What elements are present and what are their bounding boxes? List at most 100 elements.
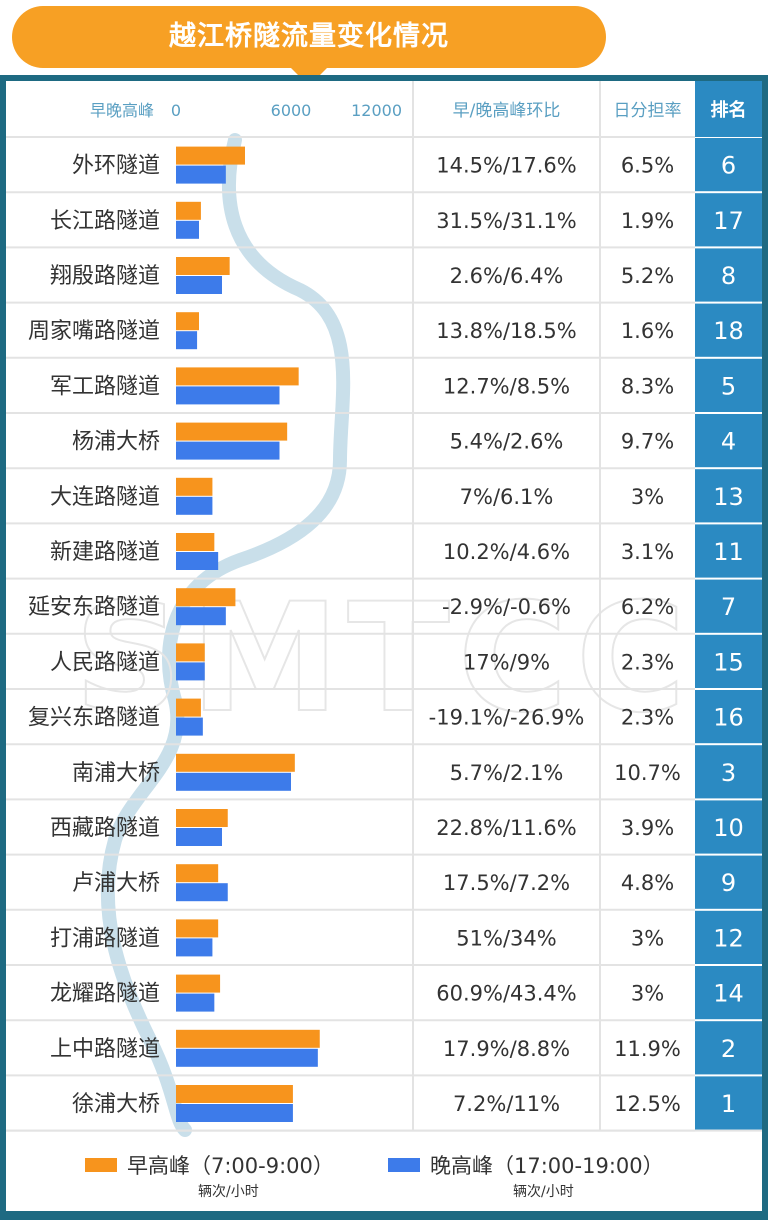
ratio-value: 17.9%/8.8% [443,1037,570,1061]
header-rank: 排名 [711,99,747,121]
rank-value: 15 [713,648,744,676]
rank-cell [695,1076,762,1130]
bar-evening [176,717,203,736]
header-bars: 早晚高峰 [90,101,154,120]
rank-value: 4 [721,428,736,456]
share-value: 1.6% [621,319,674,343]
legend-evening-unit: 辆次/小时 [513,1184,574,1200]
category-label: 杨浦大桥 [72,430,160,455]
bar-evening [176,883,228,902]
category-label: 徐浦大桥 [72,1092,160,1117]
category-label: 军工路隧道 [50,374,160,399]
ratio-value: 7.2%/11% [453,1092,560,1116]
bar-morning [176,201,201,220]
share-value: 4.8% [621,871,674,895]
share-value: 3% [631,926,664,950]
bar-morning [176,257,230,275]
rank-value: 14 [713,980,744,1008]
page-title: 越江桥隧流量变化情况 [12,6,606,68]
rank-cell [695,800,762,854]
share-value: 10.7% [614,761,681,785]
bar-evening [176,993,215,1012]
rank-value: 8 [721,262,736,290]
rank-value: 7 [721,593,736,621]
rank-cell [695,193,762,247]
rank-cell [695,634,762,688]
rank-cell [695,248,762,302]
share-value: 8.3% [621,374,674,398]
category-label: 龙耀路隧道 [50,982,160,1007]
rank-value: 16 [713,704,744,732]
rank-cell [695,966,762,1020]
category-label: 周家嘴路隧道 [28,319,160,344]
x-tick-label: 0 [171,101,181,120]
bar-morning [176,422,288,441]
category-label: 南浦大桥 [72,761,160,786]
bar-evening [176,1048,318,1067]
bar-morning [176,312,199,331]
ratio-value: 10.2%/4.6% [443,540,570,564]
rank-cell [695,414,762,468]
rank-value: 12 [713,924,744,952]
share-value: 11.9% [614,1037,681,1061]
rank-value: 9 [721,869,736,897]
share-value: 12.5% [614,1092,681,1116]
rank-cell [695,855,762,909]
rank-cell [695,358,762,412]
header-ratio: 早/晚高峰环比 [453,101,561,121]
ratio-value: 14.5%/17.6% [436,154,577,178]
bar-evening [176,441,280,460]
ratio-value: 17%/9% [463,650,550,674]
share-value: 3% [631,982,664,1006]
bar-evening [176,552,219,570]
x-tick-label: 12000 [351,101,402,120]
category-label: 上中路隧道 [50,1037,160,1062]
bar-morning [176,146,245,165]
bar-morning [176,477,213,496]
bar-evening [176,331,198,350]
rank-value: 5 [721,372,736,400]
rank-value: 10 [713,814,744,842]
bar-morning [176,367,299,386]
rank-value: 1 [721,1090,736,1118]
bar-evening [176,662,205,681]
ratio-value: 22.8%/11.6% [436,816,577,840]
ratio-value: 60.9%/43.4% [436,982,577,1006]
rank-cell [695,579,762,633]
legend-morning-swatch [85,1158,117,1172]
bar-morning [176,533,215,551]
chart-frame [0,75,768,1220]
bar-morning [176,864,219,883]
category-label: 外环隧道 [72,154,160,179]
bar-evening [176,938,213,957]
rank-cell [695,910,762,964]
share-value: 9.7% [621,430,674,454]
ratio-value: -19.1%/-26.9% [429,706,585,730]
legend-morning-name: 早高峰（7:00-9:00） [127,1154,334,1178]
bar-evening [176,496,213,515]
ratio-value: 51%/34% [456,926,556,950]
bar-morning [176,588,236,607]
rank-cell [695,138,762,192]
rank-cell [695,745,762,799]
bar-evening [176,220,199,239]
rank-value: 11 [713,538,744,566]
share-value: 6.5% [621,154,674,178]
category-label: 新建路隧道 [50,540,160,565]
share-value: 6.2% [621,595,674,619]
bar-evening [176,772,291,791]
share-value: 2.3% [621,706,674,730]
ratio-value: 17.5%/7.2% [443,871,570,895]
share-value: 3% [631,485,664,509]
category-label: 打浦路隧道 [50,926,160,951]
category-label: 卢浦大桥 [72,871,160,896]
ratio-value: 13.8%/18.5% [436,319,577,343]
rank-cell [695,1021,762,1075]
bar-evening [176,607,226,626]
header-share: 日分担率 [614,101,682,121]
rank-value: 18 [713,317,744,345]
share-value: 1.9% [621,209,674,233]
legend-evening-swatch [388,1158,420,1172]
rank-cell [695,469,762,523]
